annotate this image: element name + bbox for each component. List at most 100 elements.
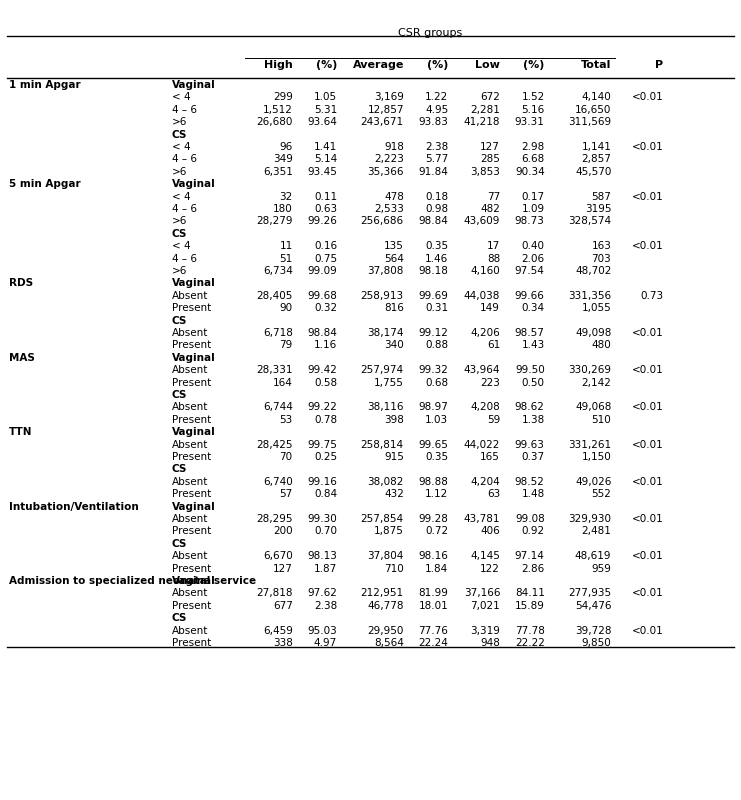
Text: 99.42: 99.42 (308, 365, 337, 375)
Text: 223: 223 (480, 378, 500, 387)
Text: 1.48: 1.48 (522, 489, 545, 499)
Text: Vaginal: Vaginal (172, 576, 216, 586)
Text: 96: 96 (279, 142, 293, 152)
Text: 22.24: 22.24 (419, 638, 448, 648)
Text: 5.77: 5.77 (425, 154, 448, 164)
Text: < 4: < 4 (172, 93, 190, 102)
Text: Admission to specialized neonatal service: Admission to specialized neonatal servic… (9, 576, 256, 586)
Text: CS: CS (172, 229, 187, 238)
Text: 49,026: 49,026 (575, 477, 611, 486)
Text: 0.18: 0.18 (425, 191, 448, 202)
Text: 0.37: 0.37 (522, 452, 545, 462)
Text: (%): (%) (316, 60, 337, 70)
Text: 163: 163 (591, 241, 611, 251)
Text: 2,281: 2,281 (471, 105, 500, 114)
Text: 41,218: 41,218 (464, 117, 500, 127)
Text: 22.22: 22.22 (515, 638, 545, 648)
Text: 1,141: 1,141 (582, 142, 611, 152)
Text: 0.25: 0.25 (314, 452, 337, 462)
Text: 915: 915 (384, 452, 404, 462)
Text: 4,140: 4,140 (582, 93, 611, 102)
Text: 93.31: 93.31 (515, 117, 545, 127)
Text: 277,935: 277,935 (568, 588, 611, 598)
Text: 0.31: 0.31 (425, 303, 448, 313)
Text: CS: CS (172, 464, 187, 474)
Text: <0.01: <0.01 (631, 551, 663, 561)
Text: 93.45: 93.45 (308, 166, 337, 177)
Text: 6,670: 6,670 (263, 551, 293, 561)
Text: 710: 710 (384, 563, 404, 574)
Text: 1,875: 1,875 (374, 526, 404, 536)
Text: <0.01: <0.01 (631, 191, 663, 202)
Text: 2,857: 2,857 (582, 154, 611, 164)
Text: 258,913: 258,913 (361, 290, 404, 301)
Text: Absent: Absent (172, 477, 208, 486)
Text: 4,208: 4,208 (471, 402, 500, 412)
Text: 2,533: 2,533 (374, 204, 404, 214)
Text: 0.78: 0.78 (314, 414, 337, 425)
Text: 29,950: 29,950 (368, 626, 404, 635)
Text: 328,574: 328,574 (568, 216, 611, 226)
Text: 53: 53 (279, 414, 293, 425)
Text: Present: Present (172, 489, 211, 499)
Text: 98.73: 98.73 (515, 216, 545, 226)
Text: 672: 672 (480, 93, 500, 102)
Text: (%): (%) (427, 60, 448, 70)
Text: 44,038: 44,038 (464, 290, 500, 301)
Text: >6: >6 (172, 166, 187, 177)
Text: 4,160: 4,160 (471, 266, 500, 276)
Text: 61: 61 (487, 340, 500, 350)
Text: <0.01: <0.01 (631, 477, 663, 486)
Text: 0.70: 0.70 (314, 526, 337, 536)
Text: 6,459: 6,459 (263, 626, 293, 635)
Text: 90.34: 90.34 (515, 166, 545, 177)
Text: 99.09: 99.09 (308, 266, 337, 276)
Text: Present: Present (172, 452, 211, 462)
Text: 6,718: 6,718 (263, 328, 293, 338)
Text: 480: 480 (591, 340, 611, 350)
Text: 99.08: 99.08 (515, 514, 545, 524)
Text: 200: 200 (273, 526, 293, 536)
Text: 1,150: 1,150 (582, 452, 611, 462)
Text: 1.38: 1.38 (522, 414, 545, 425)
Text: 478: 478 (384, 191, 404, 202)
Text: 0.50: 0.50 (522, 378, 545, 387)
Text: 0.11: 0.11 (314, 191, 337, 202)
Text: 43,609: 43,609 (464, 216, 500, 226)
Text: Absent: Absent (172, 365, 208, 375)
Text: 3,169: 3,169 (374, 93, 404, 102)
Text: 1,512: 1,512 (263, 105, 293, 114)
Text: 5.14: 5.14 (314, 154, 337, 164)
Text: 0.32: 0.32 (314, 303, 337, 313)
Text: 99.28: 99.28 (419, 514, 448, 524)
Text: 49,068: 49,068 (575, 402, 611, 412)
Text: 165: 165 (480, 452, 500, 462)
Text: 98.57: 98.57 (515, 328, 545, 338)
Text: 37,808: 37,808 (368, 266, 404, 276)
Text: 97.62: 97.62 (308, 588, 337, 598)
Text: CS: CS (172, 130, 187, 139)
Text: 38,082: 38,082 (368, 477, 404, 486)
Text: 329,930: 329,930 (568, 514, 611, 524)
Text: 1.52: 1.52 (522, 93, 545, 102)
Text: 4 – 6: 4 – 6 (172, 154, 197, 164)
Text: 9,850: 9,850 (582, 638, 611, 648)
Text: <0.01: <0.01 (631, 514, 663, 524)
Text: 406: 406 (480, 526, 500, 536)
Text: 0.92: 0.92 (522, 526, 545, 536)
Text: 88: 88 (487, 254, 500, 263)
Text: 257,854: 257,854 (361, 514, 404, 524)
Text: 243,671: 243,671 (361, 117, 404, 127)
Text: 948: 948 (480, 638, 500, 648)
Text: 127: 127 (273, 563, 293, 574)
Text: 0.35: 0.35 (425, 452, 448, 462)
Text: 90: 90 (279, 303, 293, 313)
Text: 2.38: 2.38 (425, 142, 448, 152)
Text: 482: 482 (480, 204, 500, 214)
Text: 99.50: 99.50 (515, 365, 545, 375)
Text: 1.87: 1.87 (314, 563, 337, 574)
Text: 38,174: 38,174 (368, 328, 404, 338)
Text: 98.62: 98.62 (515, 402, 545, 412)
Text: 5 min Apgar: 5 min Apgar (9, 179, 81, 189)
Text: 510: 510 (591, 414, 611, 425)
